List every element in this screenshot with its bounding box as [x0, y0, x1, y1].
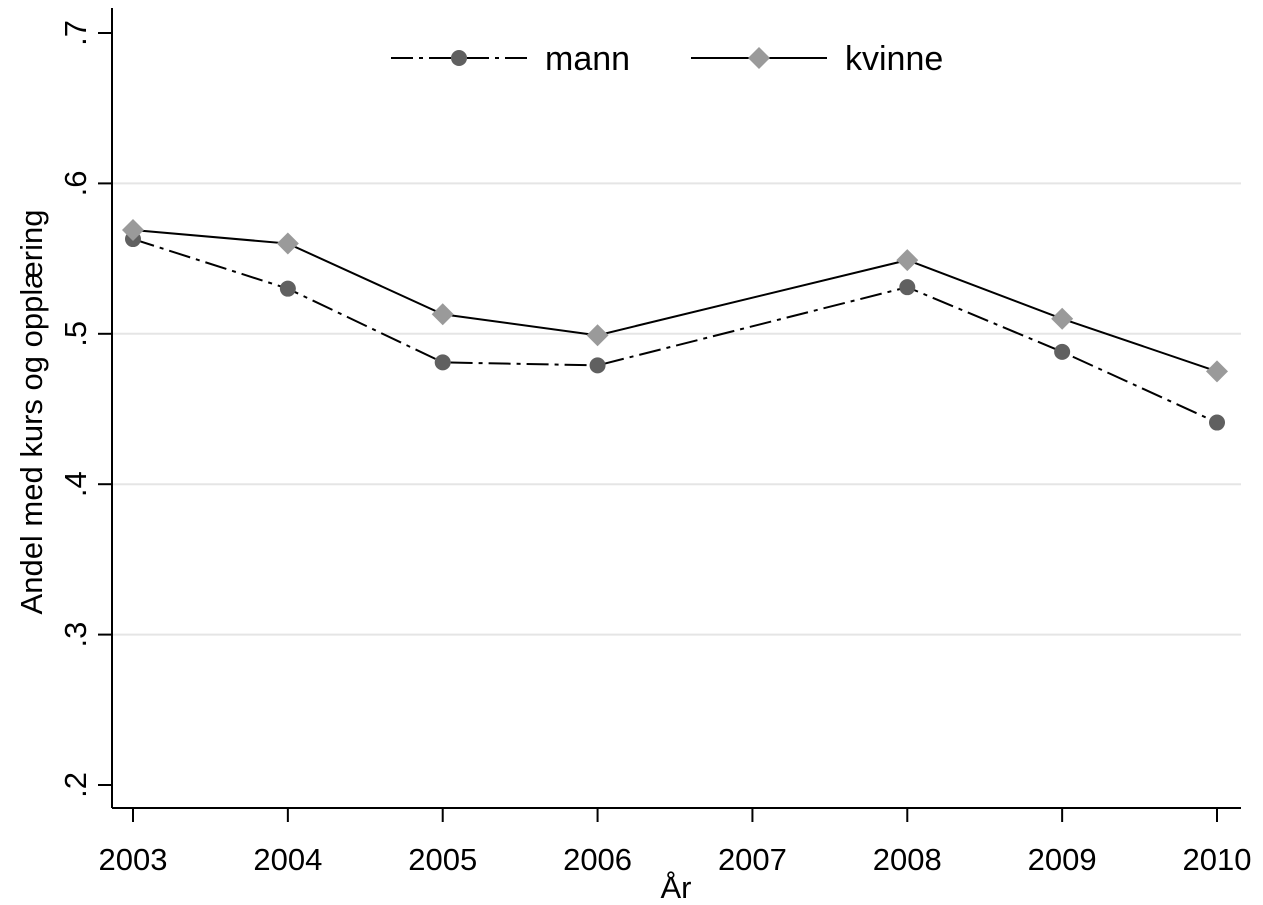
grid-lines	[112, 182, 1241, 636]
data-point-mann	[589, 357, 606, 374]
x-tick-label: 2004	[253, 842, 322, 877]
axes: .2 .3 .4 .5 .6 .7 2003 2004 2005 2006 2007 2008 2009…	[58, 8, 1251, 877]
x-axis-label: År	[661, 870, 692, 905]
x-tick-label: 2008	[873, 842, 942, 877]
data-point-mann	[1054, 343, 1071, 360]
legend: mann kvinne	[391, 40, 943, 78]
x-tick-label: 2003	[99, 842, 168, 877]
y-tick-label: .2	[58, 772, 93, 798]
data-point-kvinne	[896, 249, 919, 272]
legend-label-kvinne: kvinne	[845, 40, 943, 78]
series-group	[122, 219, 1228, 431]
data-point-mann	[279, 280, 296, 297]
data-point-kvinne	[586, 324, 609, 347]
data-point-kvinne	[1051, 307, 1074, 330]
legend-marker-kvinne	[748, 47, 770, 69]
y-axis-label: Andel med kurs og opplæring	[14, 210, 49, 615]
data-point-kvinne	[276, 232, 299, 255]
y-tick-label: .7	[58, 20, 93, 46]
y-tick-label: .5	[58, 321, 93, 347]
series-line-mann	[132, 238, 1218, 424]
y-tick-label: .6	[58, 170, 93, 196]
legend-label-mann: mann	[545, 40, 630, 78]
x-tick-label: 2005	[408, 842, 477, 877]
x-tick-label: 2007	[718, 842, 787, 877]
legend-marker-mann	[451, 50, 467, 66]
x-tick-label: 2009	[1028, 842, 1097, 877]
data-point-mann	[899, 279, 916, 296]
data-point-kvinne	[122, 219, 144, 242]
y-tick-label: .3	[58, 622, 93, 648]
data-point-mann	[434, 354, 451, 371]
x-tick-label: 2006	[563, 842, 632, 877]
data-point-kvinne	[431, 303, 454, 326]
x-tick-label: 2010	[1183, 842, 1252, 877]
data-point-kvinne	[1206, 360, 1228, 383]
data-point-mann	[1209, 414, 1225, 431]
y-tick-label: .4	[58, 471, 93, 497]
